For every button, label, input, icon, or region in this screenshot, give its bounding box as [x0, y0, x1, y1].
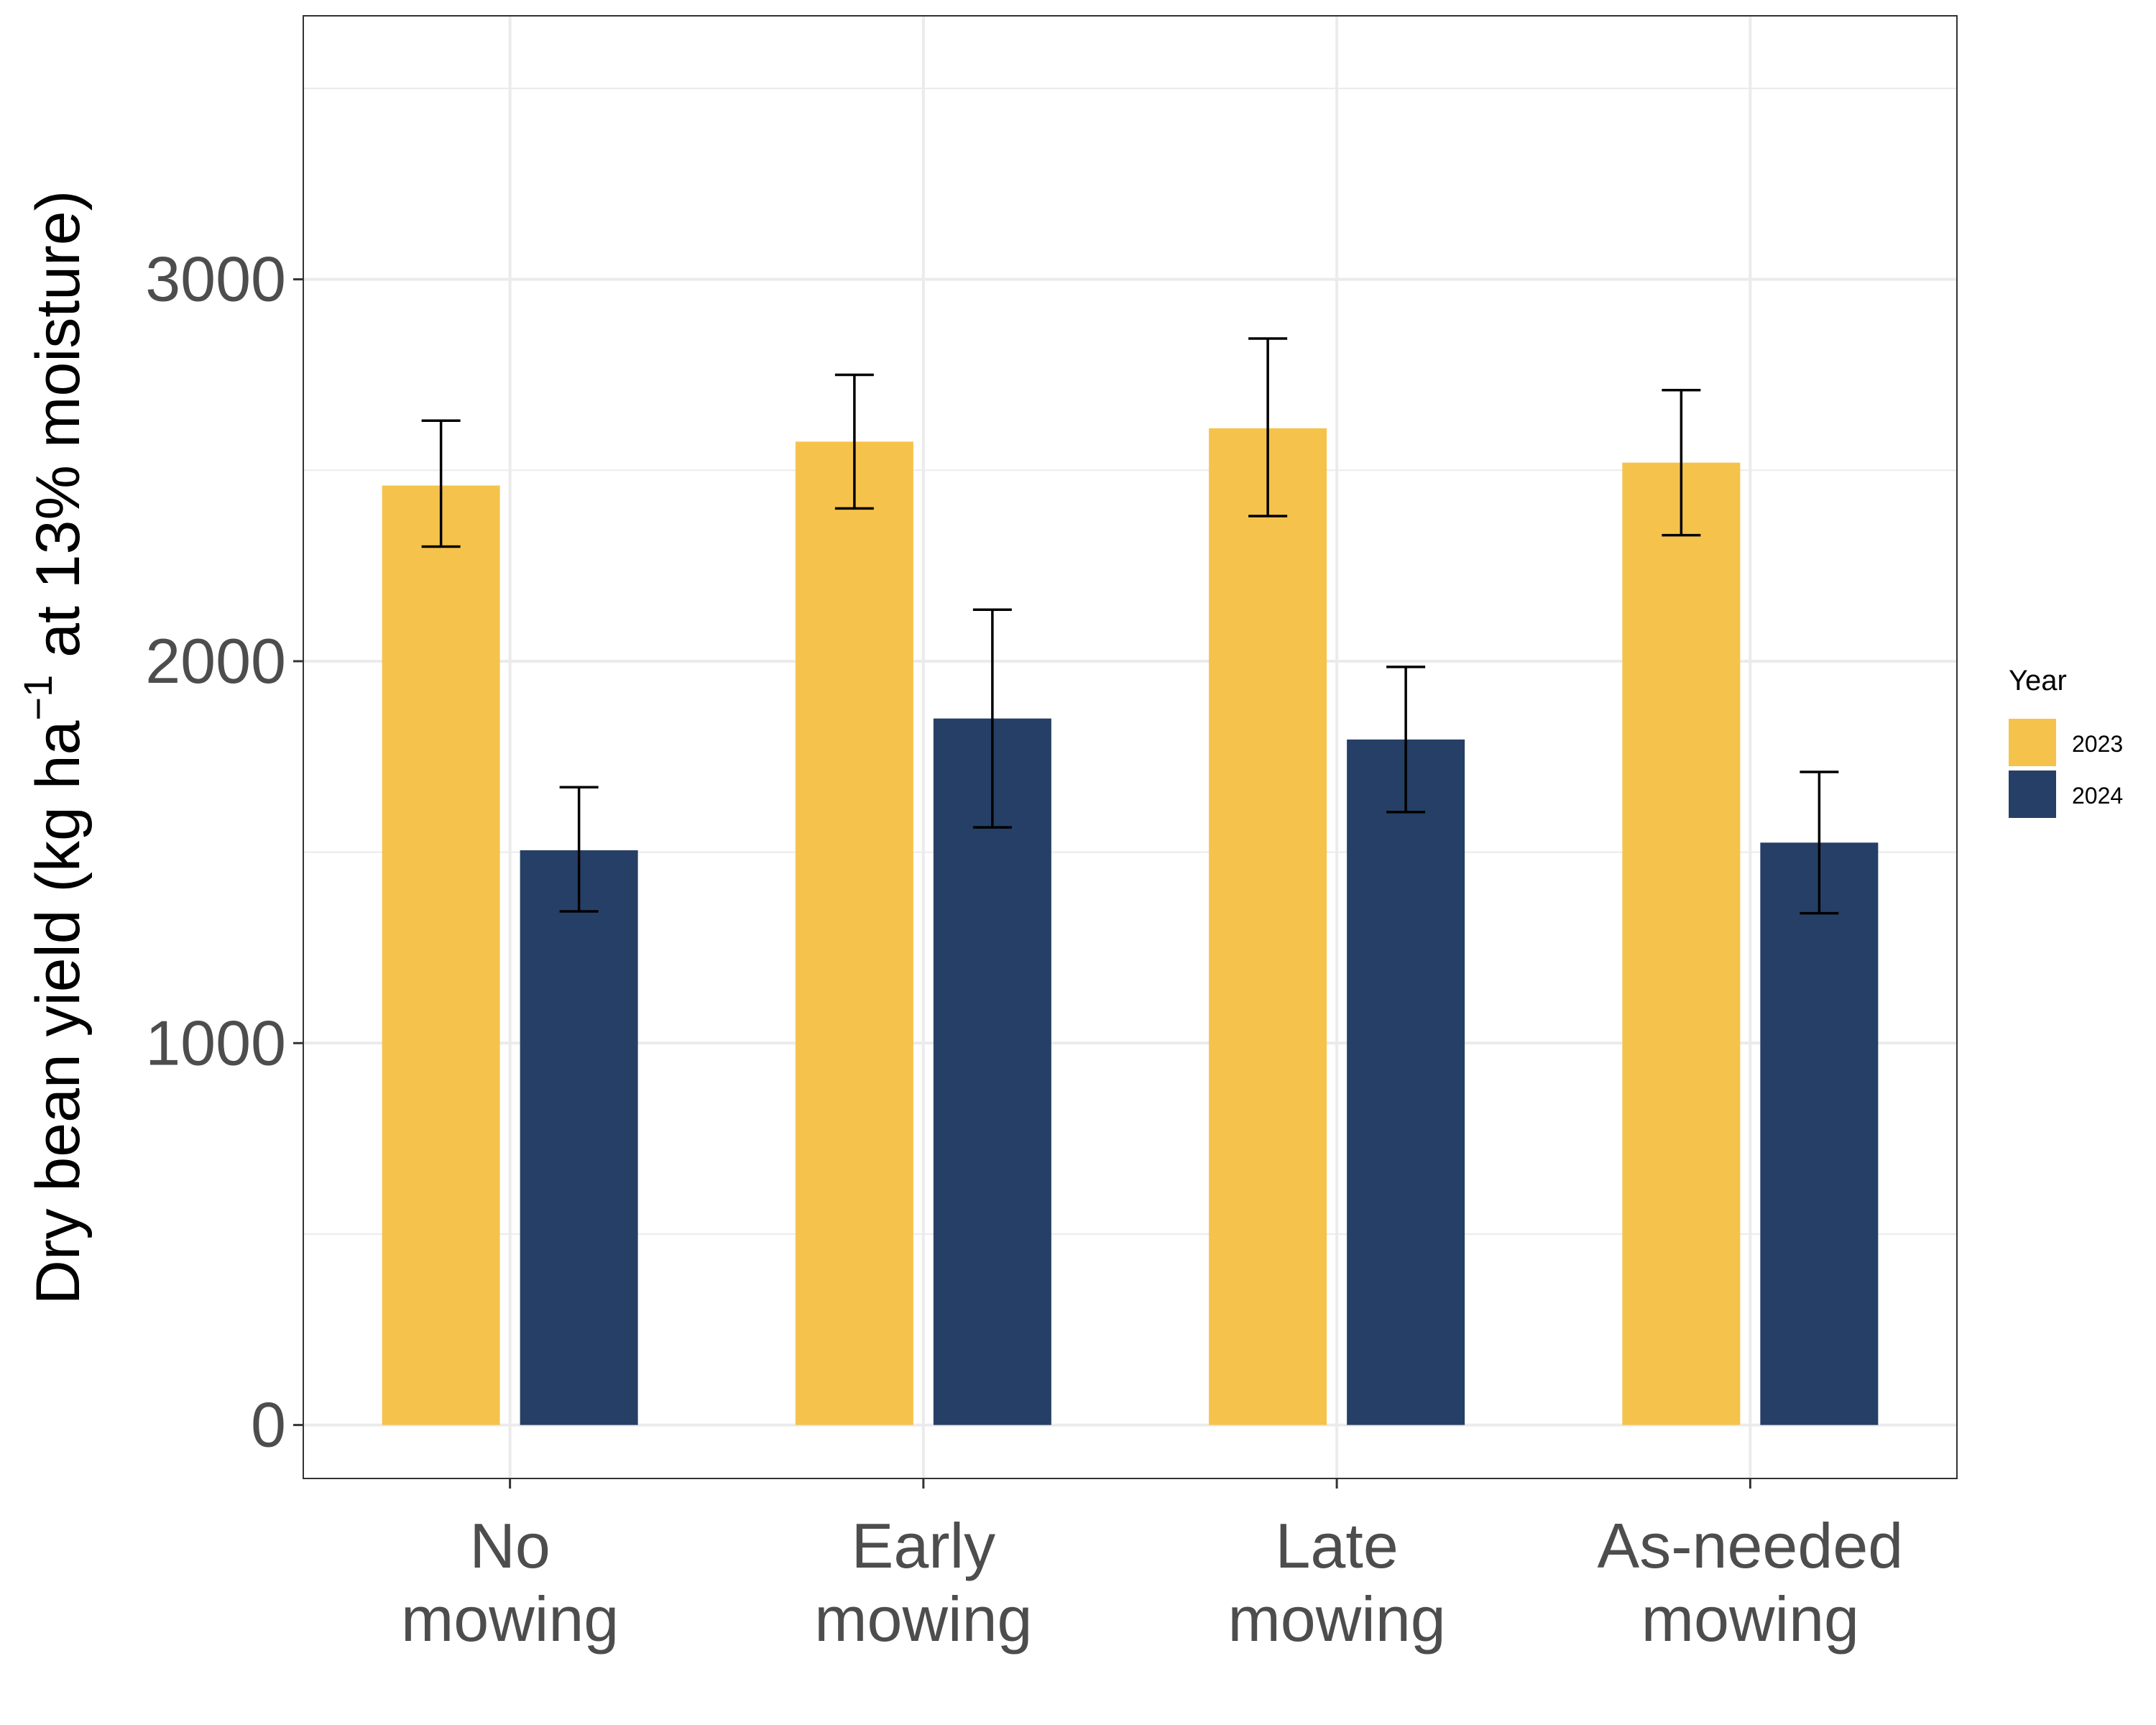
y-axis-title-superscript: −1	[15, 675, 60, 721]
bar-2023-2	[1209, 428, 1327, 1425]
bar-2024-1	[933, 718, 1051, 1425]
legend-swatch-2024	[2009, 770, 2056, 818]
bar-2024-2	[1347, 739, 1465, 1425]
x-tick-label-line: As-needed	[1598, 1510, 1904, 1581]
bars	[382, 428, 1879, 1425]
bar-2024-0	[520, 850, 638, 1425]
x-tick-label-line: mowing	[1228, 1583, 1446, 1655]
x-tick-label: Late mowing	[1228, 1510, 1446, 1655]
y-axis: 0 1000 2000 3000	[145, 244, 303, 1460]
legend-label-2023: 2023	[2072, 731, 2123, 757]
bar-2023-3	[1622, 462, 1741, 1425]
y-axis-title-rest: at 13% moisture)	[24, 190, 93, 675]
legend-swatch-2023	[2009, 719, 2056, 766]
legend-title: Year	[2009, 665, 2067, 696]
x-tick-label-line: mowing	[1641, 1583, 1859, 1655]
x-tick-label: No mowing	[401, 1510, 619, 1655]
x-tick-label-line: No	[469, 1510, 550, 1581]
y-tick-label: 1000	[145, 1007, 286, 1078]
legend: Year 2023 2024	[2009, 665, 2123, 818]
x-tick-label-line: Late	[1275, 1510, 1398, 1581]
x-tick-label-line: Early	[852, 1510, 996, 1581]
bar-2023-0	[382, 485, 500, 1425]
error-bars	[421, 337, 1839, 915]
bar-2023-1	[795, 441, 913, 1425]
bar-2024-3	[1760, 842, 1879, 1425]
x-tick-label-line: mowing	[401, 1583, 619, 1655]
y-tick-label: 0	[251, 1389, 286, 1460]
y-axis-title-main: Dry bean yield (kg ha	[24, 720, 93, 1305]
y-tick-label: 3000	[145, 244, 286, 315]
y-axis-title: Dry bean yield (kg ha−1 at 13% moisture)	[15, 190, 93, 1305]
x-tick-label-line: mowing	[814, 1583, 1032, 1655]
x-tick-label: Early mowing	[814, 1510, 1032, 1655]
legend-label-2024: 2024	[2072, 783, 2123, 809]
y-tick-label: 2000	[145, 625, 286, 696]
plot-panel-border	[303, 15, 1958, 1479]
x-tick-label: As-needed mowing	[1598, 1510, 1904, 1655]
